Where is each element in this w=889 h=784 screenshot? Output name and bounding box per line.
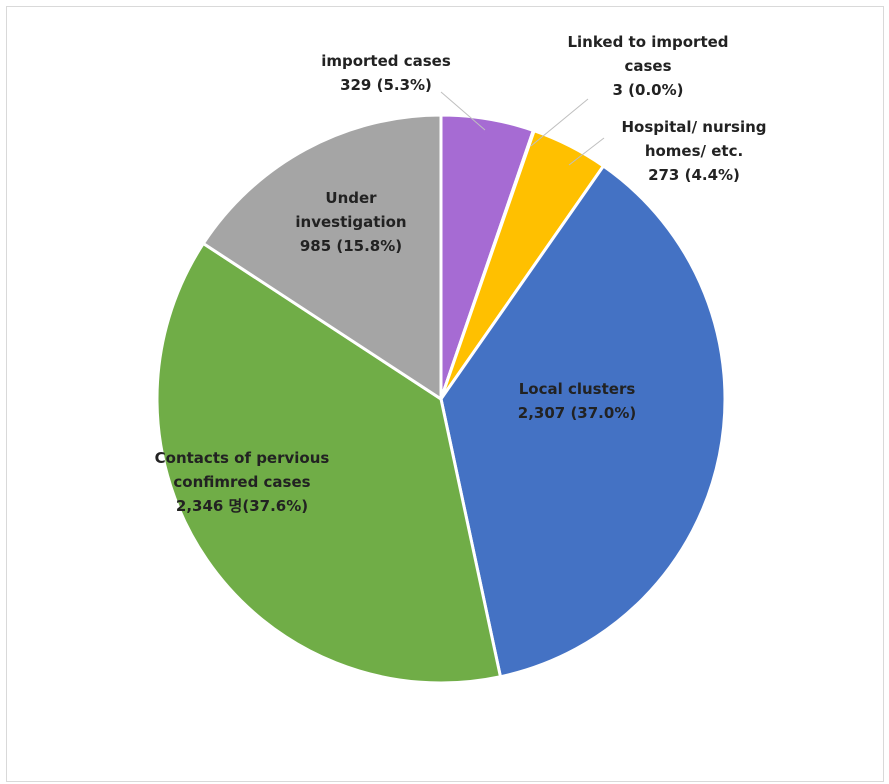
slice-label-line: Linked to imported	[567, 33, 728, 51]
leader-line-1	[530, 98, 589, 147]
slice-labels: imported cases 329 (5.3%) Linked to import…	[155, 33, 767, 515]
slice-label-line: 2,346 명(37.6%)	[176, 497, 308, 515]
slice-label-line: 3 (0.0%)	[613, 81, 684, 99]
slice-label-line: Under	[325, 189, 377, 207]
leader-line-2	[568, 137, 605, 166]
pie-slice-3	[439, 164, 727, 679]
slice-label-4: Contacts of pervious confimred cases 2,346…	[155, 449, 330, 515]
slice-label-2: Hospital/ nursing homes/ etc. 273 (4.4%)	[621, 118, 766, 184]
slice-label-line: 985 (15.8%)	[300, 237, 402, 255]
slice-label-5: Under investigation 985 (15.8%)	[295, 189, 406, 255]
slice-label-line: confimred cases	[173, 473, 310, 491]
pie-slice-4	[155, 241, 502, 685]
slice-label-line: imported cases	[321, 52, 451, 70]
slice-label-3: Local clusters 2,307 (37.0%)	[518, 380, 636, 422]
slice-label-line: Hospital/ nursing	[621, 118, 766, 136]
pie-slices	[155, 113, 727, 685]
slice-label-1: Linked to imported cases 3 (0.0%)	[567, 33, 728, 99]
slice-label-line: cases	[624, 57, 671, 75]
slice-label-0: imported cases 329 (5.3%)	[321, 52, 451, 94]
slice-label-line: 273 (4.4%)	[648, 166, 740, 184]
slice-label-line: Contacts of pervious	[155, 449, 330, 467]
slice-label-line: investigation	[295, 213, 406, 231]
slice-label-line: Local clusters	[519, 380, 636, 398]
slice-label-line: homes/ etc.	[645, 142, 743, 160]
slice-label-line: 329 (5.3%)	[340, 76, 432, 94]
leader-lines	[440, 91, 605, 166]
slice-label-line: 2,307 (37.0%)	[518, 404, 636, 422]
leader-line-0	[440, 91, 486, 131]
pie-slice-5	[201, 113, 443, 401]
